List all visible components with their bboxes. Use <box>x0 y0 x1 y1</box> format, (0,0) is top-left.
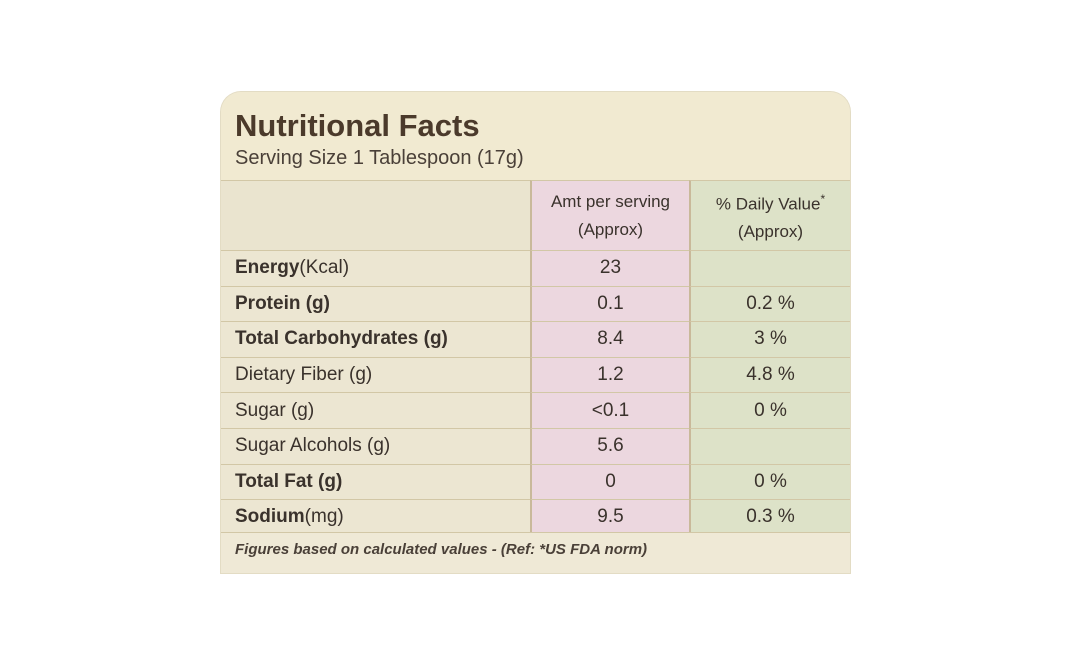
row-protein-name: Protein (g) <box>221 285 530 322</box>
row-sodium-amount: 9.5 <box>530 499 689 535</box>
row-energy-dv <box>689 250 850 286</box>
row-protein-dv: 0.2 % <box>689 285 850 322</box>
row-fiber-dv: 4.8 % <box>689 356 850 393</box>
row-sodium-dv: 0.3 % <box>689 499 850 535</box>
header-nutrient-cell <box>221 180 530 250</box>
header-amount-cell: Amt per serving (Approx) <box>530 180 689 250</box>
dv-asterisk: * <box>820 191 826 206</box>
amount-header-line1: Amt per serving <box>550 191 671 211</box>
row-fiber-amount: 1.2 <box>530 356 689 393</box>
row-fiber-name: Dietary Fiber (g) <box>221 356 530 393</box>
row-sugar-alcohols-name: Sugar Alcohols (g) <box>221 427 530 464</box>
row-energy-name: Energy (Kcal) <box>221 250 530 286</box>
row-fat-amount: 0 <box>530 463 689 500</box>
row-sugar-alcohols-amount: 5.6 <box>530 427 689 464</box>
dv-header-line2: (Approx) <box>737 222 804 242</box>
label-title: Nutritional Facts <box>235 108 480 143</box>
amount-header-line2: (Approx) <box>577 219 644 239</box>
serving-size: Serving Size 1 Tablespoon (17g) <box>235 147 524 169</box>
footer-band <box>221 532 850 573</box>
row-sodium-name: Sodium (mg) <box>221 499 530 535</box>
row-sugar-alcohols-dv <box>689 427 850 464</box>
row-protein-amount: 0.1 <box>530 285 689 322</box>
footnote: Figures based on calculated values - (Re… <box>235 541 648 558</box>
row-carbs-dv: 3 % <box>689 321 850 357</box>
row-carbs-name: Total Carbohydrates (g) <box>221 321 530 357</box>
header-dv-cell: % Daily Value* (Approx) <box>689 180 850 250</box>
label-header: Nutritional Facts Serving Size 1 Tablesp… <box>221 92 850 180</box>
row-energy-amount: 23 <box>530 250 689 286</box>
dv-header-line1: % Daily Value* <box>715 191 826 214</box>
row-fat-name: Total Fat (g) <box>221 463 530 500</box>
nutrition-label: Nutritional Facts Serving Size 1 Tablesp… <box>221 92 850 573</box>
nutrition-table: Amt per serving (Approx) % Daily Value* … <box>221 180 850 535</box>
row-carbs-amount: 8.4 <box>530 321 689 357</box>
row-fat-dv: 0 % <box>689 463 850 500</box>
row-sugar-dv: 0 % <box>689 392 850 428</box>
row-sugar-name: Sugar (g) <box>221 392 530 428</box>
row-sugar-amount: <0.1 <box>530 392 689 428</box>
